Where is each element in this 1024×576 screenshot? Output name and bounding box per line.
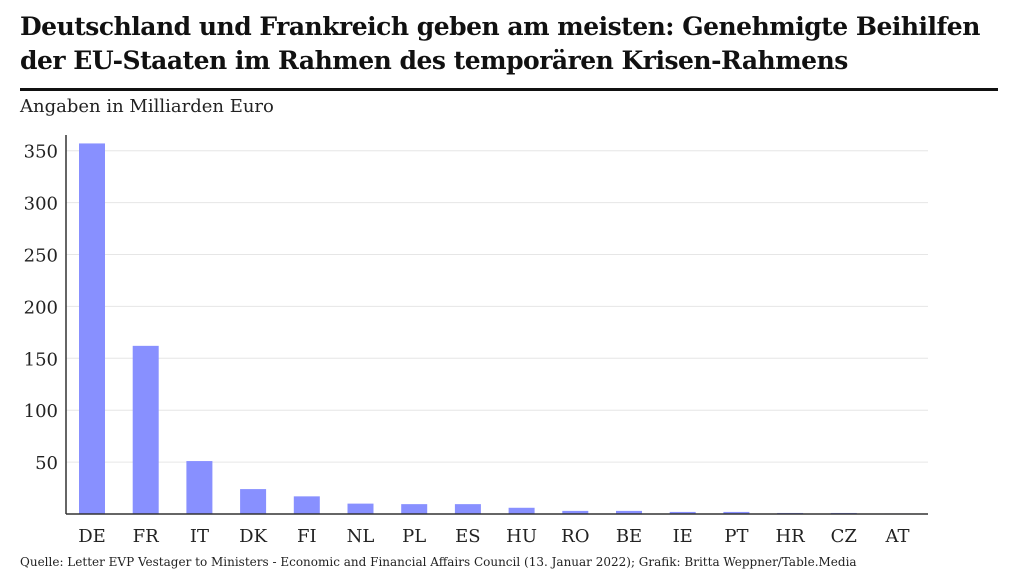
bar-FR xyxy=(132,345,159,514)
bar-NL xyxy=(347,503,374,514)
y-tick-label: 50 xyxy=(35,453,58,474)
y-tick-label: 150 xyxy=(24,349,58,370)
bar-HU xyxy=(508,507,535,514)
x-tick-label: ES xyxy=(455,526,480,547)
x-tick-label: HU xyxy=(506,526,537,547)
bar-PT xyxy=(723,511,750,514)
bar-RO xyxy=(562,510,589,514)
x-tick-label: AT xyxy=(884,526,909,547)
x-tick-label: IT xyxy=(190,526,209,547)
x-tick-label: PT xyxy=(724,526,748,547)
title-divider xyxy=(20,88,998,91)
y-tick-label: 300 xyxy=(24,194,58,215)
x-tick-label: FI xyxy=(297,526,317,547)
x-tick-label: IE xyxy=(673,526,693,547)
x-tick-label: DE xyxy=(78,526,106,547)
bar-FI xyxy=(293,496,320,514)
y-tick-label: 350 xyxy=(24,142,58,163)
bar-PL xyxy=(401,504,428,514)
x-tick-label: CZ xyxy=(831,526,857,547)
x-tick-label: BE xyxy=(616,526,642,547)
y-tick-label: 100 xyxy=(24,401,58,422)
bar-IE xyxy=(669,511,696,514)
bar-BE xyxy=(616,510,642,514)
bar-IT xyxy=(186,461,213,514)
y-tick-label: 200 xyxy=(24,297,58,318)
x-tick-label: PL xyxy=(402,526,426,547)
chart-title: Deutschland und Frankreich geben am meis… xyxy=(20,12,980,75)
x-tick-label: NL xyxy=(347,526,375,547)
bar-DE xyxy=(79,143,105,514)
x-tick-label: DK xyxy=(239,526,267,547)
source-note: Quelle: Letter EVP Vestager to Ministers… xyxy=(20,555,857,569)
chart-subtitle: Angaben in Milliarden Euro xyxy=(20,96,274,117)
bar-DK xyxy=(240,489,267,514)
bar-ES xyxy=(454,504,481,514)
x-tick-label: RO xyxy=(561,526,589,547)
y-tick-label: 250 xyxy=(24,246,58,267)
x-tick-label: FR xyxy=(133,526,159,547)
x-tick-label: HR xyxy=(775,526,805,547)
